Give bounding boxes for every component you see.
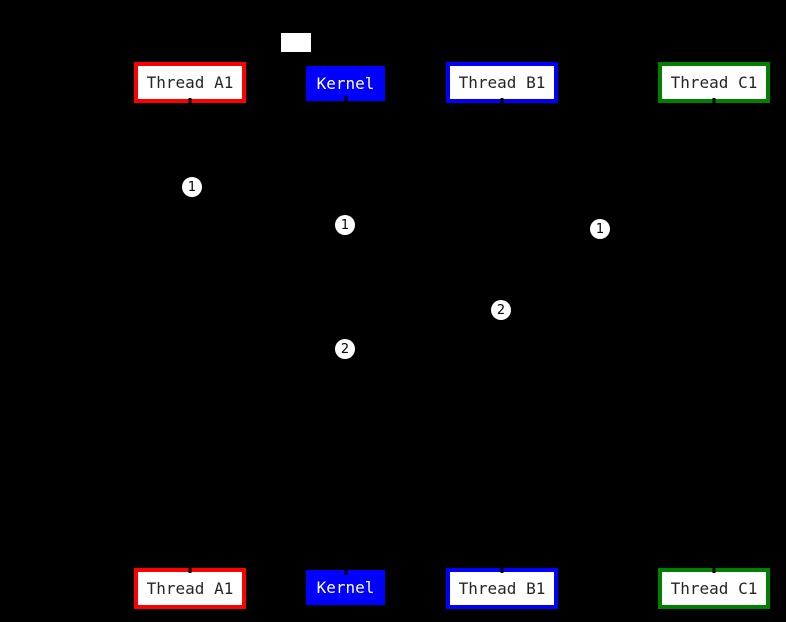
step-marker-1: 1 bbox=[335, 215, 355, 235]
lifeline-tick bbox=[500, 98, 504, 103]
lifeline-tick bbox=[344, 570, 347, 575]
lifeline-tick bbox=[188, 568, 192, 573]
entity-box-thread-c1-top: Thread C1 bbox=[658, 62, 770, 103]
entity-label-thread-c1: Thread C1 bbox=[670, 72, 758, 92]
lifeline-tick bbox=[188, 98, 192, 103]
entity-box-thread-b1-top: Thread B1 bbox=[446, 62, 558, 103]
entity-label-thread-a1: Thread A1 bbox=[146, 72, 234, 92]
step-marker-1: 1 bbox=[590, 219, 610, 239]
entity-box-thread-a1-top: Thread A1 bbox=[134, 62, 246, 103]
entity-box-thread-c1-bottom: Thread C1 bbox=[658, 568, 770, 609]
entity-label-thread-a1: Thread A1 bbox=[146, 578, 234, 598]
entity-box-kernel-bottom: Kernel bbox=[306, 570, 385, 605]
entity-label-kernel: Kernel bbox=[316, 577, 375, 597]
lifeline-tick bbox=[500, 568, 504, 573]
entity-box-thread-b1-bottom: Thread B1 bbox=[446, 568, 558, 609]
step-marker-1: 1 bbox=[182, 177, 202, 197]
lifeline-tick bbox=[344, 96, 347, 101]
entity-box-thread-a1-bottom: Thread A1 bbox=[134, 568, 246, 609]
empty-label-box bbox=[281, 33, 311, 52]
entity-label-thread-b1: Thread B1 bbox=[458, 578, 546, 598]
entity-label-kernel: Kernel bbox=[316, 73, 375, 93]
lifeline-tick bbox=[712, 98, 716, 103]
step-marker-2: 2 bbox=[335, 339, 355, 359]
step-marker-2: 2 bbox=[491, 300, 511, 320]
entity-label-thread-c1: Thread C1 bbox=[670, 578, 758, 598]
entity-label-thread-b1: Thread B1 bbox=[458, 72, 546, 92]
lifeline-tick bbox=[712, 568, 716, 573]
entity-box-kernel-top: Kernel bbox=[306, 66, 385, 101]
